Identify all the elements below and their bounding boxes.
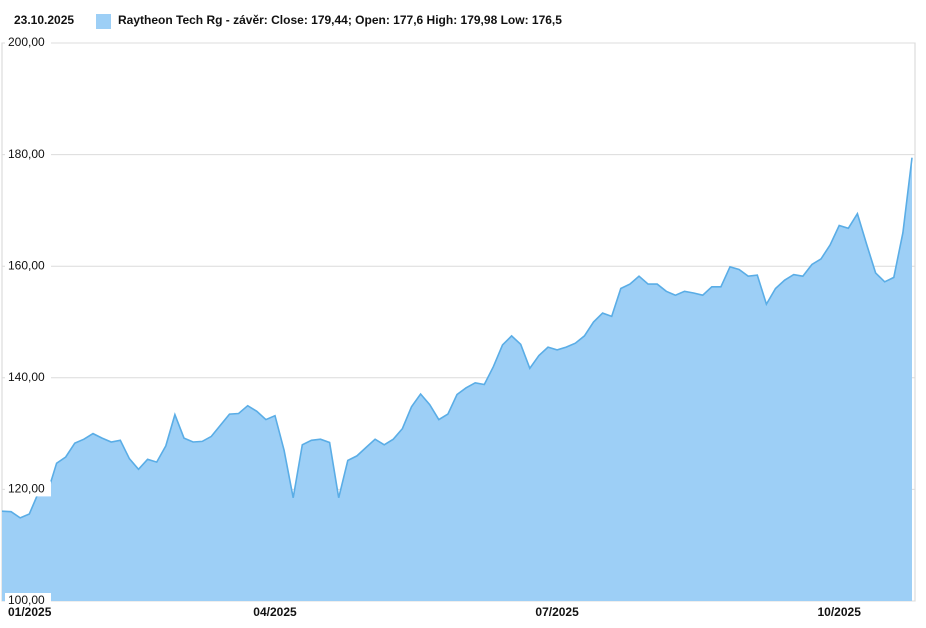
y-tick-label: 140,00 bbox=[8, 370, 45, 384]
y-tick-label: 180,00 bbox=[8, 147, 45, 161]
y-tick-label-bg bbox=[5, 35, 51, 50]
y-tick-label: 100,00 bbox=[8, 593, 45, 607]
y-tick-label-bg bbox=[5, 593, 51, 608]
legend-swatch bbox=[96, 14, 111, 29]
legend-label: Raytheon Tech Rg - závěr: Close: 179,44;… bbox=[118, 13, 562, 27]
y-tick-label-bg bbox=[5, 146, 51, 162]
y-tick-label: 160,00 bbox=[8, 258, 45, 272]
y-tick-label-bg bbox=[5, 481, 51, 497]
x-tick-label: 01/2025 bbox=[8, 605, 52, 619]
x-tick-label: 10/2025 bbox=[818, 605, 862, 619]
area-line bbox=[1, 157, 913, 519]
y-tick-label-bg bbox=[5, 258, 51, 274]
area bbox=[2, 157, 912, 601]
y-tick-label: 200,00 bbox=[8, 35, 45, 49]
y-tick-label: 120,00 bbox=[8, 482, 45, 496]
x-tick-label: 04/2025 bbox=[253, 605, 297, 619]
y-tick-label-bg bbox=[5, 369, 51, 385]
date-label: 23.10.2025 bbox=[14, 13, 74, 27]
x-tick-label: 07/2025 bbox=[535, 605, 579, 619]
